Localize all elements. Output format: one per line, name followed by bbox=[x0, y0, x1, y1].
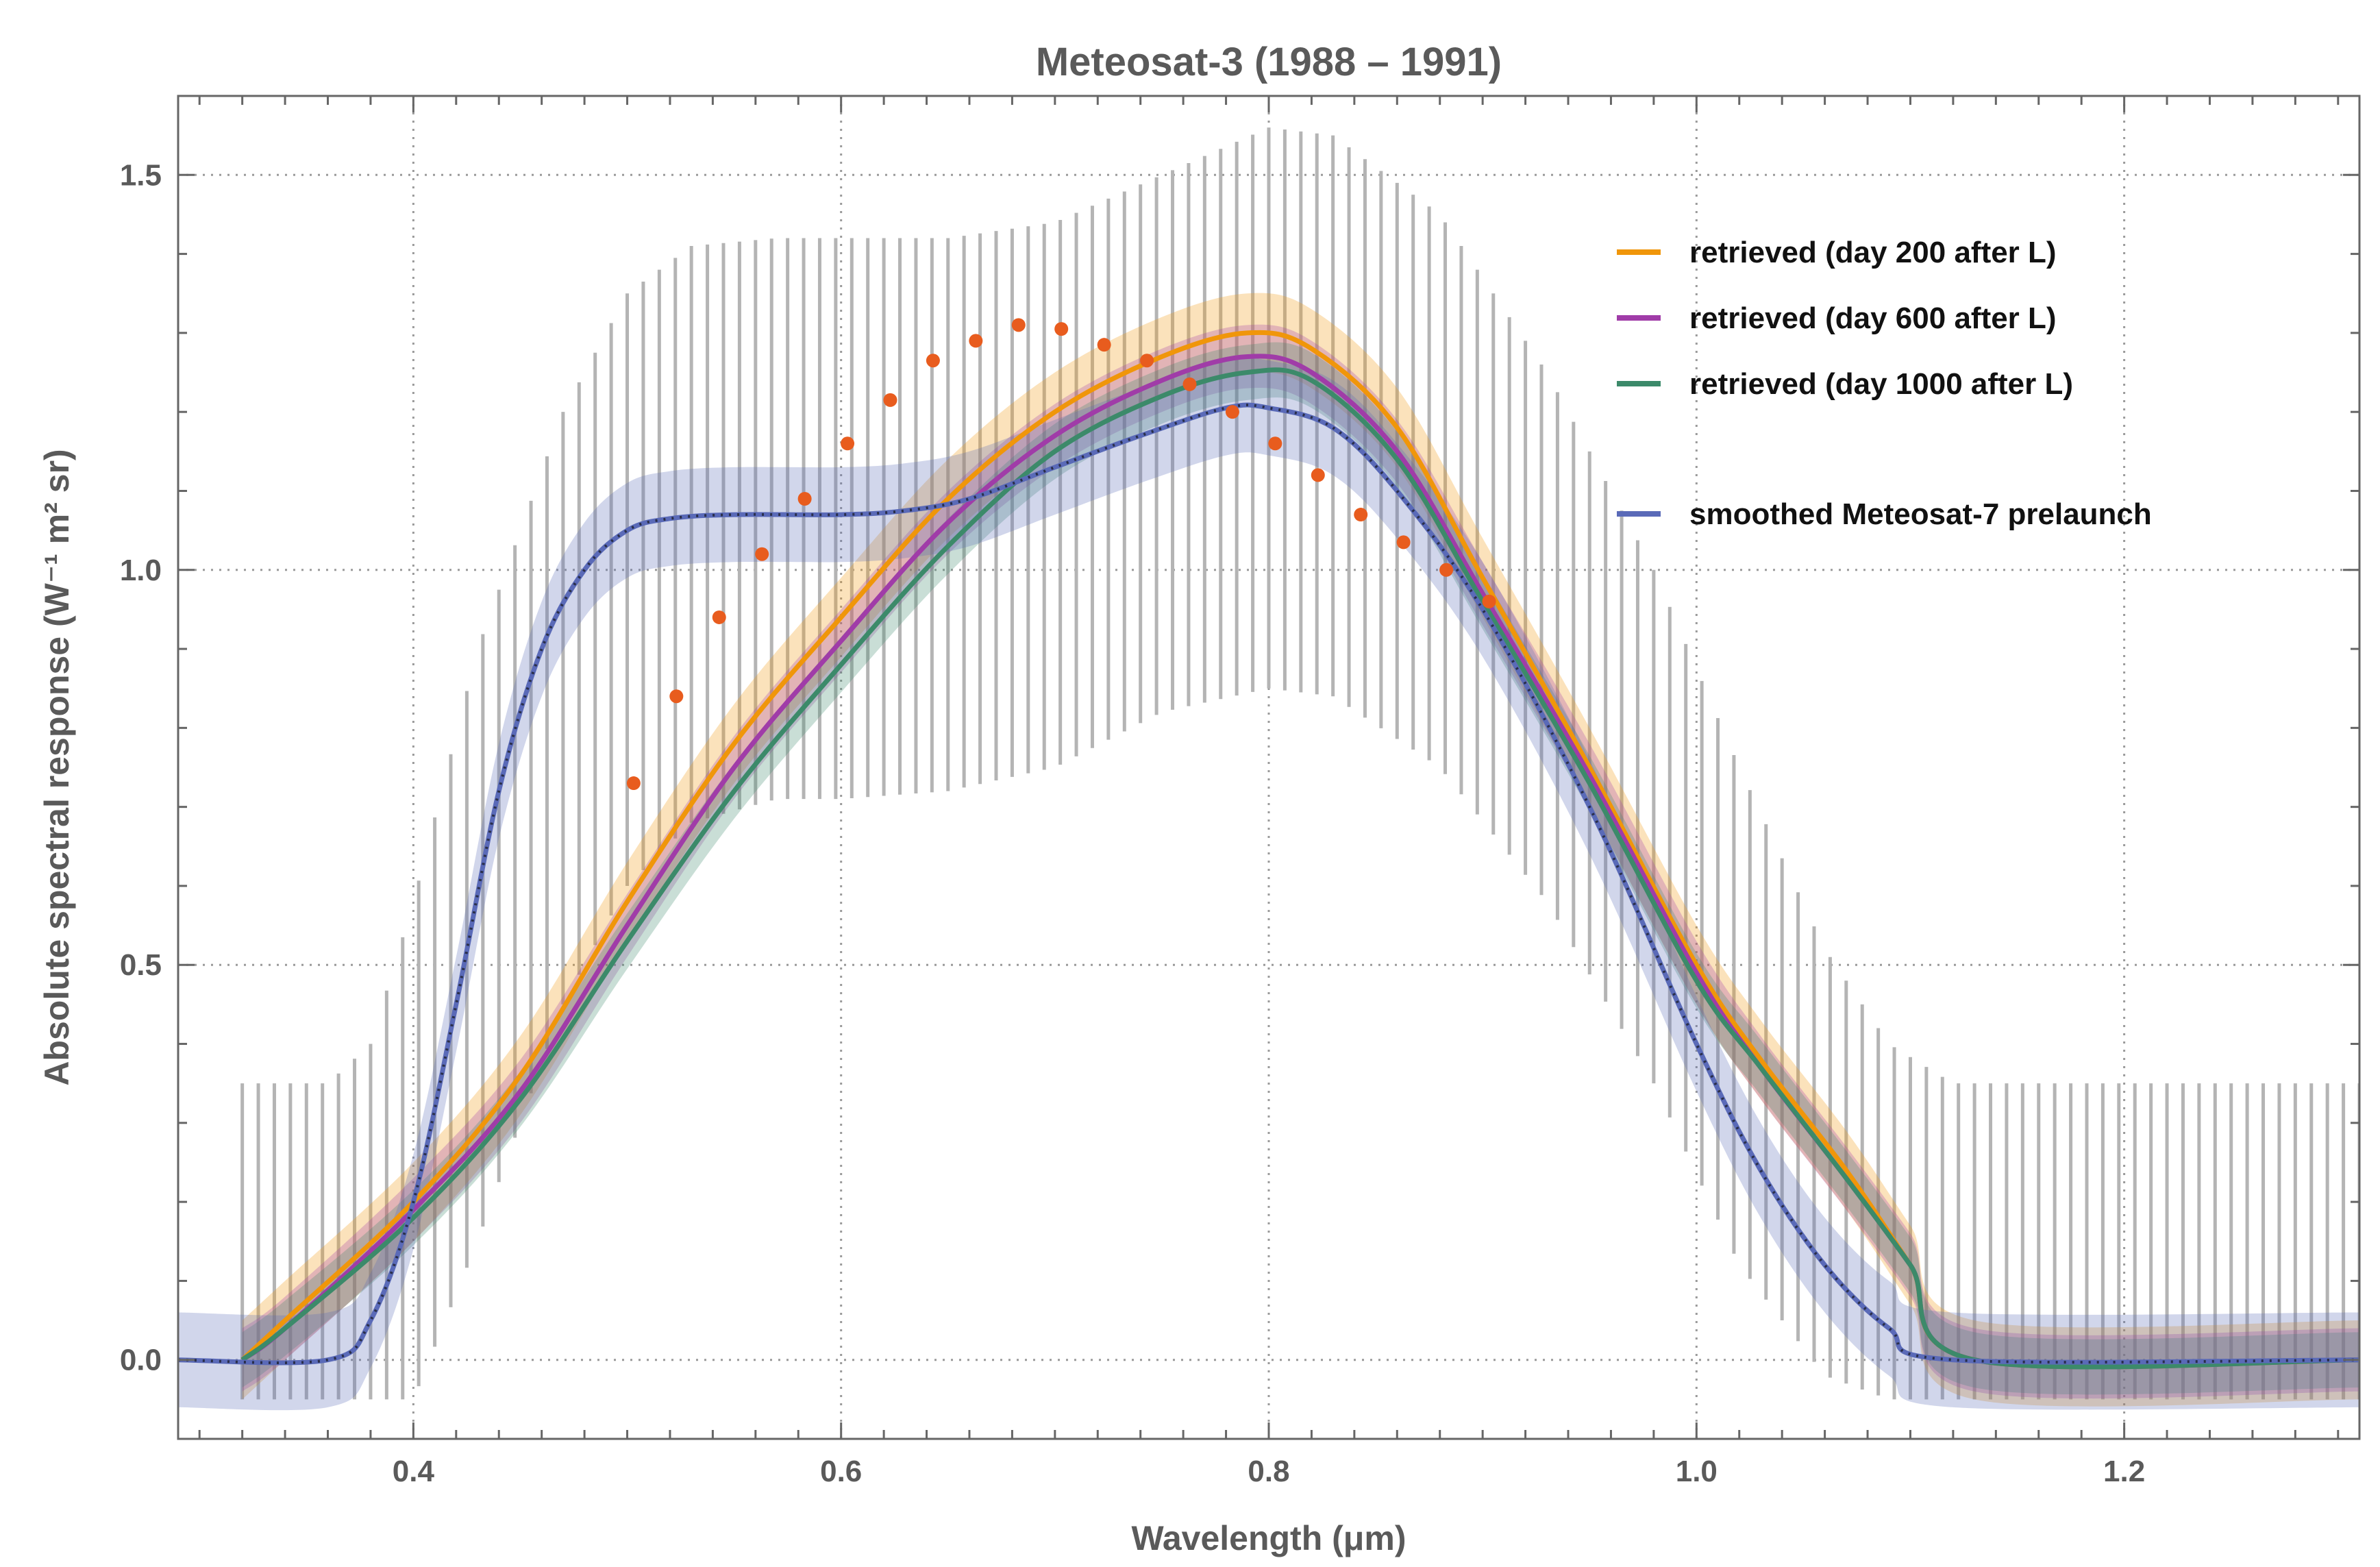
uncertainty-bars bbox=[240, 127, 2359, 1400]
x-tick-label: 0.4 bbox=[393, 1455, 435, 1488]
data-point bbox=[1097, 338, 1111, 352]
data-point bbox=[797, 492, 812, 506]
chart-title: Meteosat-3 (1988 – 1991) bbox=[1036, 40, 1502, 84]
y-axis-label: Absolute spectral response (W⁻¹ m² sr) bbox=[38, 449, 76, 1085]
prelaunch-dotted-overlay bbox=[178, 404, 2359, 1364]
x-axis-label: Wavelength (μm) bbox=[1132, 1519, 1406, 1557]
data-point bbox=[626, 776, 641, 791]
series-band bbox=[242, 324, 2359, 1399]
data-point bbox=[712, 610, 726, 624]
data-point bbox=[1354, 508, 1368, 522]
data-point bbox=[1268, 436, 1282, 451]
legend-label: retrieved (day 1000 after L) bbox=[1689, 367, 2073, 401]
series-band bbox=[242, 293, 2359, 1407]
ticks bbox=[178, 95, 2359, 1440]
legend-label: retrieved (day 200 after L) bbox=[1689, 236, 2057, 269]
data-point bbox=[883, 393, 897, 407]
x-tick-label: 0.6 bbox=[820, 1455, 862, 1488]
data-point bbox=[841, 436, 855, 451]
series-band bbox=[242, 342, 2359, 1395]
data-point bbox=[1311, 468, 1325, 482]
data-point bbox=[1439, 563, 1454, 577]
data-point bbox=[1482, 594, 1496, 608]
data-point bbox=[1054, 322, 1069, 336]
data-point bbox=[926, 354, 940, 368]
data-point bbox=[1182, 377, 1197, 391]
uncertainty-bands bbox=[178, 293, 2359, 1411]
markers bbox=[626, 318, 1496, 791]
data-point bbox=[755, 547, 769, 561]
x-tick-label: 1.0 bbox=[1676, 1455, 1718, 1488]
y-tick-label: 0.0 bbox=[120, 1344, 162, 1377]
series-band bbox=[178, 357, 2359, 1411]
y-tick-label: 0.5 bbox=[120, 948, 162, 982]
series-lines bbox=[178, 330, 2359, 1370]
y-tick-labels: 0.0 0.5 1.0 1.5 bbox=[120, 158, 162, 1377]
legend-label: smoothed Meteosat-7 prelaunch bbox=[1689, 497, 2152, 531]
data-point bbox=[1225, 405, 1239, 419]
x-tick-label: 1.2 bbox=[2103, 1455, 2145, 1488]
data-point bbox=[1011, 318, 1026, 332]
y-tick-label: 1.5 bbox=[120, 158, 162, 192]
legend-label: retrieved (day 600 after L) bbox=[1689, 301, 2057, 335]
data-point bbox=[1140, 354, 1154, 368]
plot-frame bbox=[177, 95, 2361, 1440]
data-point bbox=[1396, 535, 1411, 550]
x-tick-label: 0.8 bbox=[1248, 1455, 1289, 1488]
data-point bbox=[669, 689, 684, 704]
series-line bbox=[240, 330, 2359, 1370]
x-tick-labels: 0.4 0.6 0.8 1.0 1.2 bbox=[393, 1455, 2145, 1488]
data-point bbox=[969, 334, 983, 348]
series-line bbox=[240, 367, 2359, 1370]
y-tick-label: 1.0 bbox=[120, 554, 162, 587]
legend: retrieved (day 200 after L) retrieved (da… bbox=[1617, 236, 2152, 531]
